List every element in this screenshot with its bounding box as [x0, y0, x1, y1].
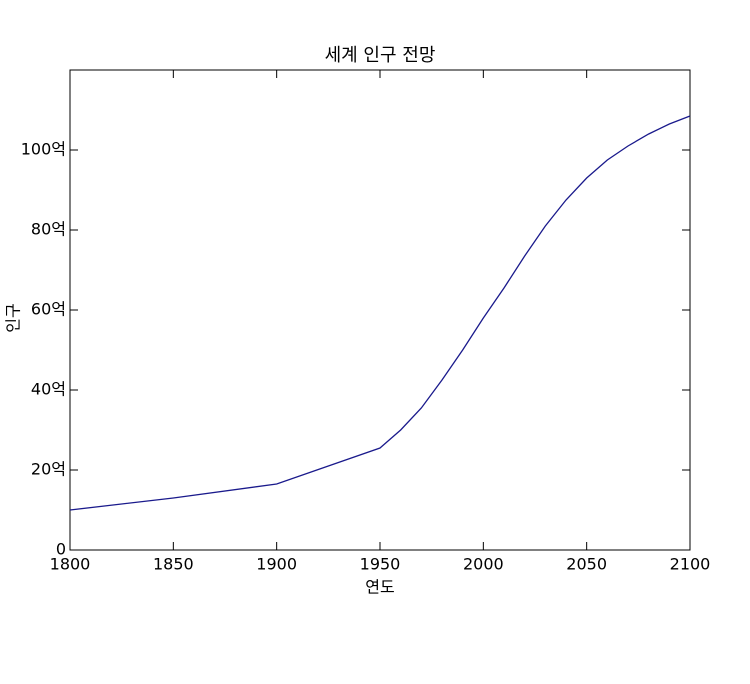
y-axis-label: 인구 — [4, 303, 23, 332]
x-tick-label: 1900 — [256, 555, 297, 574]
x-tick-label: 1800 — [50, 555, 91, 574]
x-tick-label: 2050 — [566, 555, 607, 574]
x-tick-label: 1950 — [360, 555, 401, 574]
y-tick-label: 0 — [56, 540, 66, 559]
y-tick-label: 60억 — [31, 300, 66, 319]
x-tick-label: 2000 — [463, 555, 504, 574]
chart-title: 세계 인구 전망 — [325, 45, 436, 66]
y-tick-label: 80억 — [31, 220, 66, 239]
x-tick-label: 1850 — [153, 555, 194, 574]
y-tick-label: 20억 — [31, 460, 66, 479]
y-tick-label: 40억 — [31, 380, 66, 399]
x-axis-label: 연도 — [365, 578, 394, 597]
data-line — [69, 115, 691, 511]
y-tick-label: 100억 — [21, 140, 66, 159]
x-tick-label: 2100 — [670, 555, 711, 574]
